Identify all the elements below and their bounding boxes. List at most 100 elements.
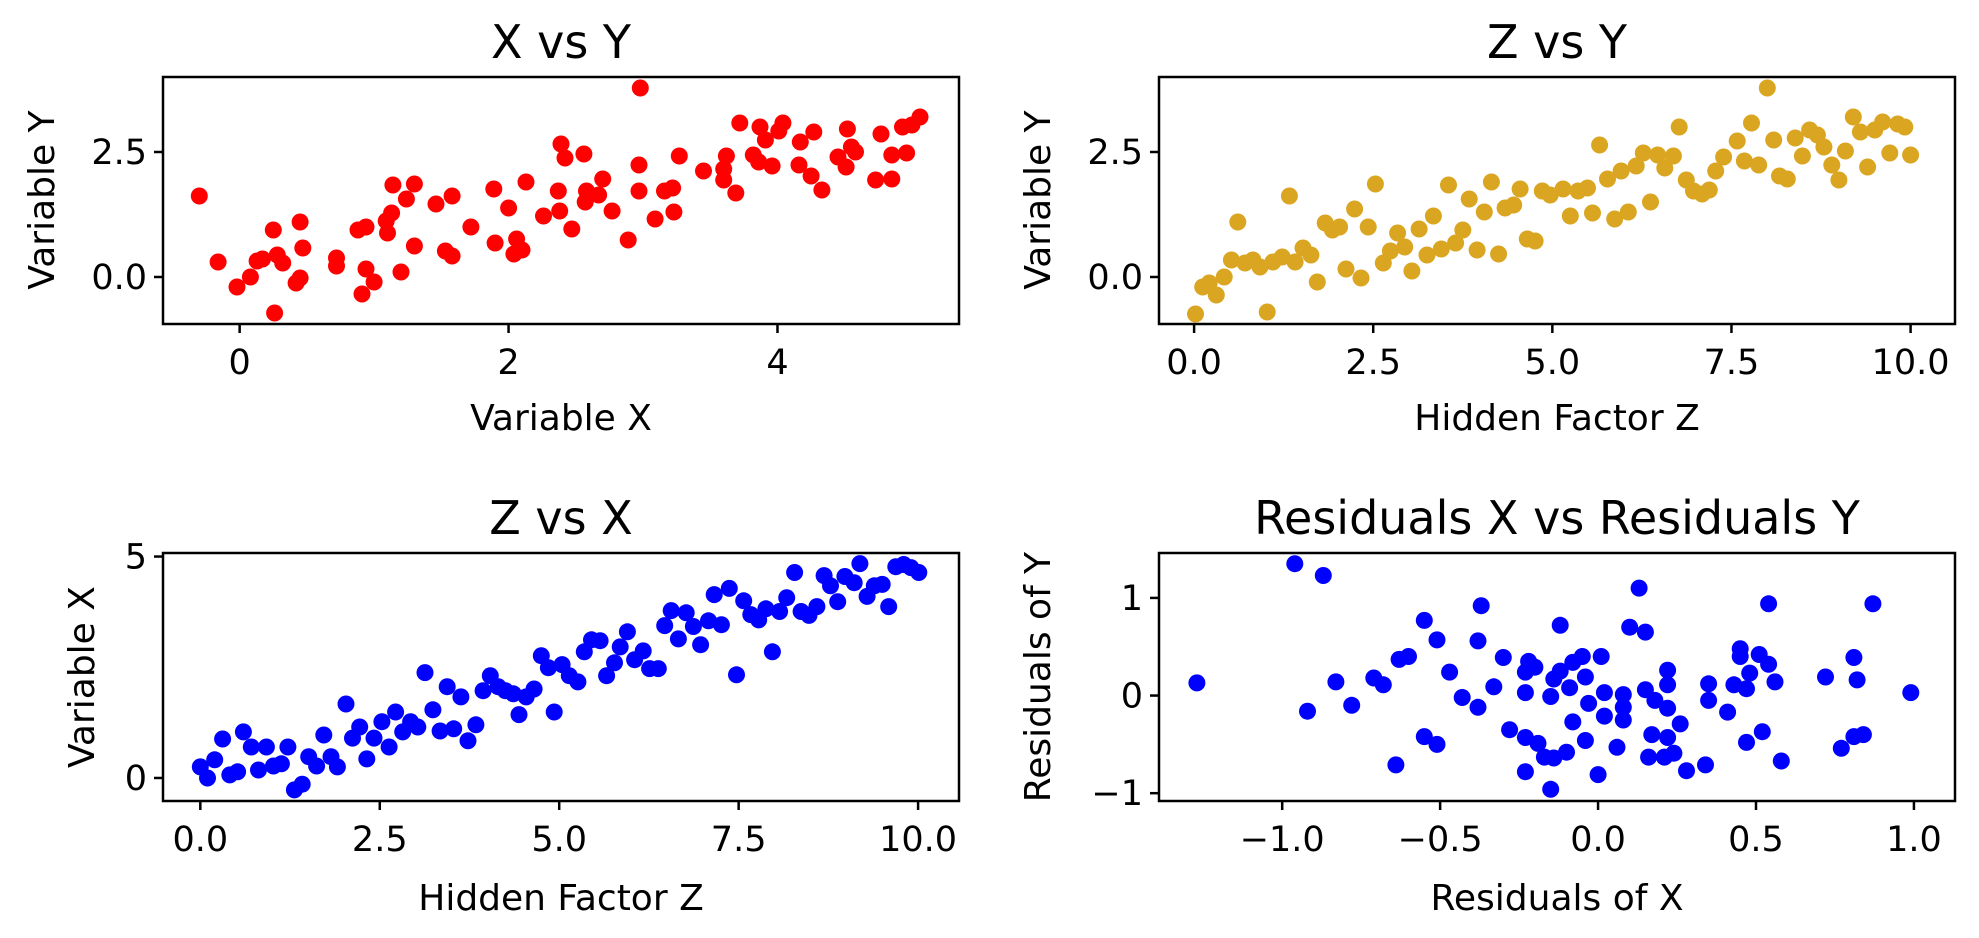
data-point [684,618,702,635]
x-axis-label: Variable X [470,398,652,439]
data-point [1830,171,1848,189]
data-point [1469,698,1487,716]
data-point [1665,744,1683,762]
points-layer [191,555,928,799]
data-point [525,680,543,698]
data-point [1584,204,1601,222]
data-point [910,564,928,581]
data-point [1187,305,1204,323]
data-point [1859,158,1877,176]
data-point [1573,648,1591,665]
data-point [405,237,423,255]
data-point [1753,723,1771,741]
data-point [705,586,723,604]
data-point [695,162,712,180]
data-point [1760,655,1778,673]
data-point [1511,180,1529,198]
data-point [1415,611,1433,629]
data-point [1765,131,1783,149]
data-point [1832,739,1850,757]
data-point [1678,762,1695,780]
data-point [1671,715,1689,733]
data-point [1188,674,1206,692]
data-point [670,147,688,165]
data-point [1614,711,1632,729]
x-tick-label: 2 [497,343,519,383]
data-point [351,718,369,736]
data-point [656,617,674,635]
data-point [427,195,445,213]
data-point [1541,186,1559,204]
data-point [1554,180,1572,198]
data-point [1580,694,1598,712]
data-point [1778,170,1796,188]
data-point [808,598,826,616]
data-point [1215,268,1233,286]
data-point [206,751,224,769]
data-point [279,738,297,756]
data-point [485,180,503,198]
subplot-z-vs-y: Z vs Y 0.0 2.5 5.0 7.5 10.0 0.0 2.5 Hidden Fa… [1018,15,1957,439]
plot-title: X vs Y [491,15,632,69]
data-point [1707,162,1725,180]
axes-frame [161,551,961,803]
data-point [630,156,648,174]
data-point [1418,246,1436,264]
data-point [700,612,717,630]
data-point [373,713,391,731]
data-point [337,695,355,713]
data-point [1659,661,1677,679]
x-tick-label: 5.0 [531,820,587,860]
data-point [274,254,292,272]
data-point [1286,253,1304,271]
data-point [1485,678,1503,696]
data-point [291,269,309,287]
data-point [717,147,735,165]
data-point [1207,286,1225,304]
x-tick-label: −0.5 [1398,820,1483,860]
data-point [619,231,637,249]
data-point [1490,245,1508,263]
data-point [462,218,480,236]
data-point [851,555,869,573]
data-point [802,167,820,185]
x-axis-label: Hidden Factor Z [418,878,704,919]
data-point [1314,567,1332,584]
data-point [1428,631,1446,649]
x-axis-label: Residuals of X [1430,878,1683,919]
data-point [504,685,522,703]
data-point [1359,218,1377,236]
x-axis: 0.0 2.5 5.0 7.5 10.0 [172,801,957,860]
data-point [1758,79,1776,97]
data-point [1592,648,1610,665]
data-point [1630,579,1648,597]
data-point [1545,749,1563,767]
data-point [365,729,383,747]
data-point [1646,691,1664,709]
data-point [1576,732,1594,749]
data-point [397,190,415,208]
data-point [209,253,227,271]
data-point [392,263,410,281]
data-point [1579,179,1596,197]
x-tick-label: 1.0 [1886,820,1942,860]
data-point [1700,181,1718,199]
data-point [1731,640,1749,658]
data-point [1415,728,1433,746]
data-point [409,718,427,736]
y-tick-label: 2.5 [91,133,147,173]
data-point [1381,242,1399,260]
data-point [845,574,863,592]
data-point [630,182,648,200]
data-point [384,176,402,194]
data-point [241,268,259,286]
data-point [1738,733,1755,751]
data-point [1595,684,1613,702]
data-point [1854,726,1872,744]
data-point [328,758,346,776]
data-point [1258,303,1276,321]
data-point [513,241,531,259]
data-point [1280,187,1298,205]
data-point [575,145,593,163]
y-axis-label: Variable Y [1018,109,1059,289]
